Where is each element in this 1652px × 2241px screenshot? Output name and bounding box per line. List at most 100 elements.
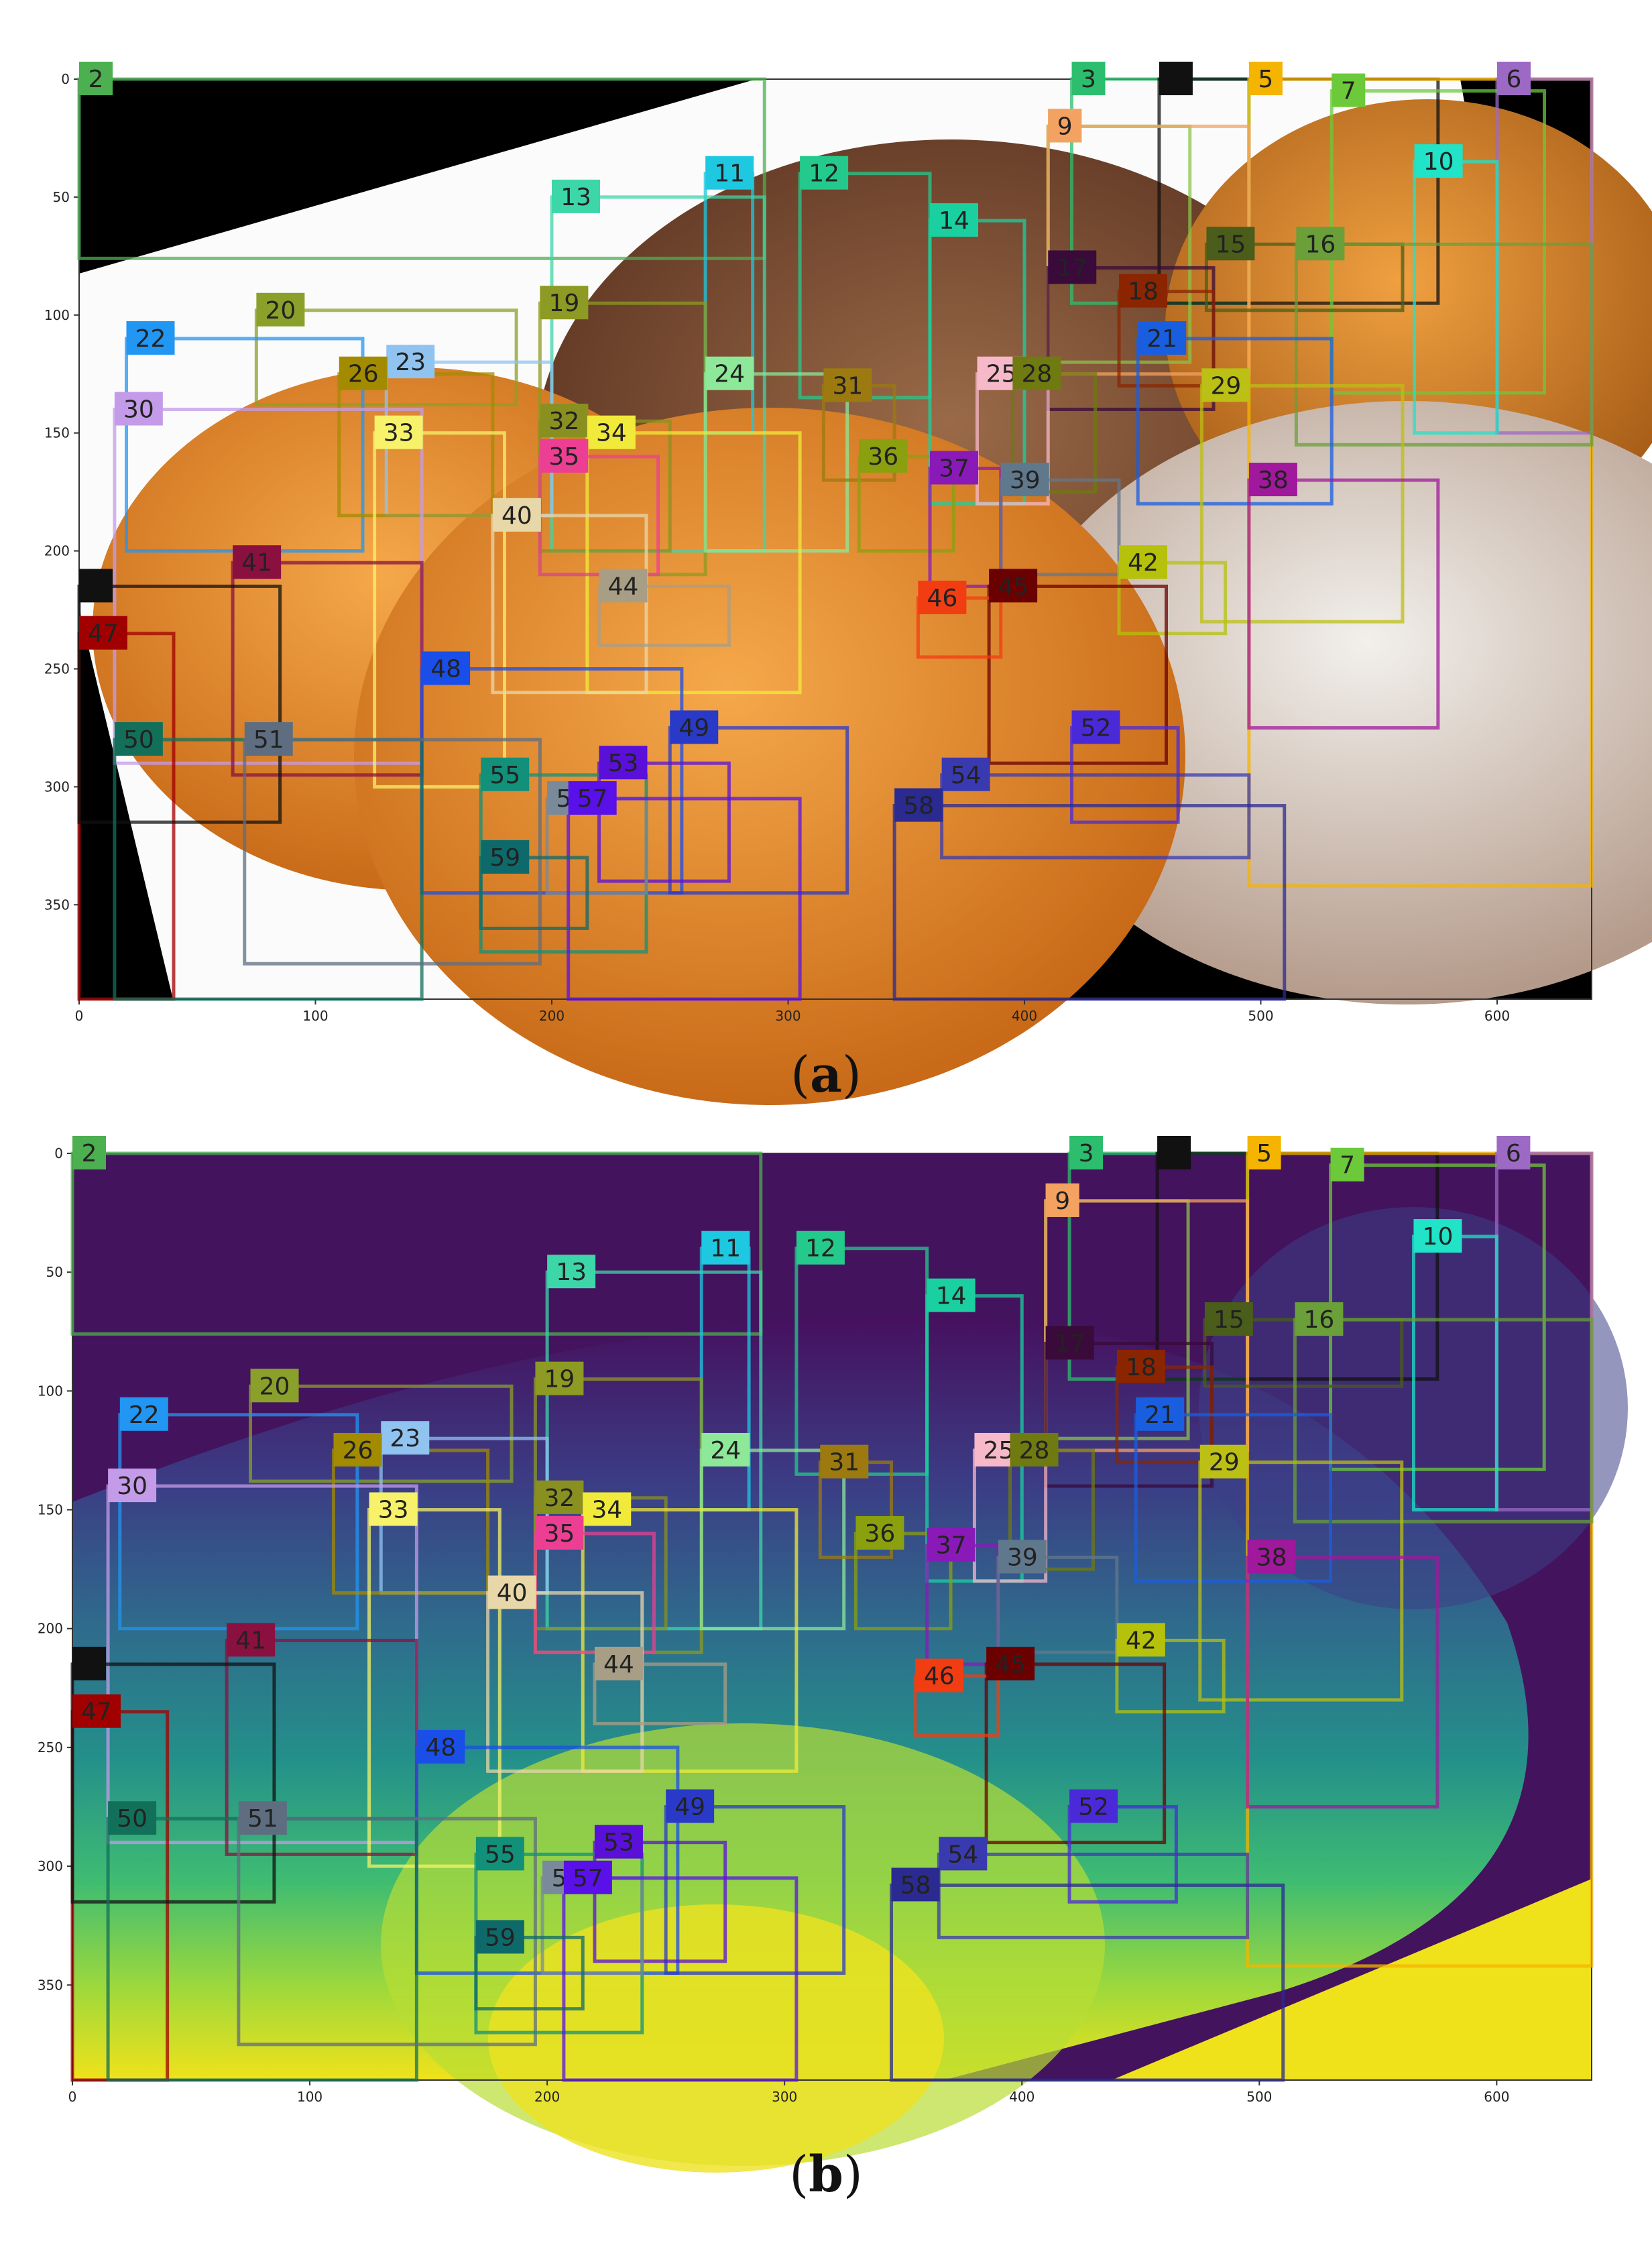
bbox-label-bg-13: [547, 1255, 596, 1289]
bbox-label-bg-29: [1201, 368, 1250, 402]
bbox-58: [890, 1883, 1285, 2082]
bbox-16: [1294, 242, 1594, 447]
annotated-depth-map-figure: 0 100 200 300 400 500 600050100150200250300350…: [38, 1136, 1628, 2173]
fruit-orange-center: [354, 408, 1185, 1105]
panel-b: 0 100 200 300 400 500 600 0 50 100 150 200 250 300 350…: [0, 1133, 1652, 2241]
bbox-label-bg-10: [1414, 144, 1463, 178]
bbox-label-5: 5: [1258, 66, 1273, 93]
y-tick-label: 200: [44, 543, 70, 559]
bbox-label-bg-44: [594, 1646, 643, 1680]
bbox-label-58: 58: [903, 793, 934, 820]
bbox-label-54: 54: [951, 762, 982, 789]
bbox-label-48: 48: [430, 655, 461, 683]
y-tick-label: 150: [44, 425, 70, 441]
bbox-label-bg-5: [1248, 62, 1283, 95]
bbox-label-56: 5: [552, 1865, 567, 1892]
bbox-label-bg-58: [894, 788, 943, 822]
bbox-label-bg-55: [475, 1837, 524, 1871]
bbox-label-14: 14: [936, 1283, 967, 1310]
bbox-label-38: 38: [1256, 1544, 1287, 1571]
x-tick-label: 100: [302, 1008, 328, 1024]
bbox-label-20: 20: [259, 1373, 290, 1400]
bbox-label-bg-30: [108, 1469, 157, 1503]
bbox-label-bg-46: [914, 1658, 963, 1692]
bbox-21: [1136, 337, 1334, 506]
bbox-label-bg-9: [1048, 109, 1082, 143]
bbox-label-51: 51: [253, 726, 284, 754]
bbox-label-24: 24: [714, 361, 745, 388]
bbox-51: [243, 738, 542, 966]
bbox-label-bg-12: [796, 1230, 845, 1265]
depth-bottom-right-region: [1112, 1879, 1592, 2080]
bbox-label-bg-11: [701, 1230, 750, 1265]
bbox-39: [996, 1555, 1119, 1654]
bbox-label-bg-29: [1199, 1444, 1248, 1479]
bbox-label-bg-42: [1119, 545, 1167, 579]
x-tick-label: 600: [1484, 2089, 1509, 2105]
bbox-51: [237, 1817, 537, 2047]
bbox-label-bg-12: [800, 156, 849, 190]
bbox-label-44: 44: [608, 573, 639, 600]
bbox-label-bg-22: [119, 1397, 168, 1431]
bbox-label-bg-31: [823, 368, 872, 402]
bbox-label-bg-6: [1497, 62, 1531, 95]
bbox-29: [1198, 1460, 1404, 1702]
bbox-43: [70, 1662, 276, 1904]
bbox-label-32: 32: [548, 408, 579, 435]
bbox-label-bg-39: [1000, 463, 1049, 497]
y-tick-label: 0: [54, 1145, 63, 1161]
bbox-16: [1293, 1318, 1594, 1524]
bbox-label-bg-55: [481, 757, 530, 791]
bbox-label-26: 26: [348, 361, 379, 388]
bbox-57: [562, 1876, 799, 2082]
bbox-label-bg-2: [79, 62, 113, 95]
bbox-label-30: 30: [123, 396, 154, 424]
panel-a: 0 100 200 300 400 500 600 0 50 100 150 200 250 300 350…: [44, 62, 1652, 1105]
bbox-label-55: 55: [485, 1841, 516, 1868]
bbox-label-22: 22: [135, 325, 166, 353]
bbox-label-54: 54: [947, 1841, 978, 1868]
bbox-label-bg-17: [1045, 1326, 1094, 1360]
bbox-label-bg-57: [568, 781, 617, 815]
bbox-label-bg-3: [1069, 1136, 1104, 1169]
y-tick-label: 350: [44, 897, 70, 913]
bbox-label-bg-33: [369, 1492, 418, 1526]
bbox-label-bg-20: [256, 292, 305, 327]
bbox-label-49: 49: [674, 1793, 705, 1821]
bbox-label-40: 40: [497, 1580, 528, 1607]
bbox-label-47: 47: [88, 620, 119, 648]
bbox-label-10: 10: [1423, 1223, 1454, 1251]
bbox-label-41: 41: [241, 549, 272, 577]
bbox-label-18: 18: [1128, 278, 1159, 306]
bbox-label-bg-47: [72, 1694, 121, 1728]
bbox-label-bg-15: [1206, 227, 1255, 261]
bbox-label-47: 47: [81, 1699, 112, 1726]
bbox-label-bg-39: [998, 1540, 1047, 1574]
bbox-label-bg-38: [1248, 463, 1297, 497]
bbox-45: [987, 584, 1168, 765]
x-tick-label: 500: [1248, 1008, 1273, 1024]
bbox-label-42: 42: [1126, 1627, 1157, 1654]
bbox-label-35: 35: [548, 443, 579, 471]
bbox-label-14: 14: [939, 207, 969, 235]
bbox-label-bg-13: [552, 179, 600, 213]
bbox-label-49: 49: [678, 714, 709, 742]
bbox-label-11: 11: [710, 1235, 741, 1263]
bbox-label-9: 9: [1057, 113, 1073, 140]
bbox-label-11: 11: [714, 160, 745, 188]
bbox-label-17: 17: [1057, 254, 1087, 282]
bbox-label-12: 12: [805, 1235, 836, 1263]
bbox-label-bg-37: [930, 451, 978, 485]
bbox-label-16: 16: [1304, 1306, 1335, 1334]
bbox-label-bg-10: [1413, 1219, 1462, 1253]
bbox-label-30: 30: [117, 1473, 148, 1500]
bbox-label-5: 5: [1256, 1140, 1272, 1167]
bbox-label-bg-21: [1136, 1397, 1185, 1431]
bbox-label-bg-31: [820, 1444, 869, 1479]
bbox-label-bg-40: [487, 1575, 536, 1609]
y-tick-label: 50: [46, 1264, 63, 1280]
bbox-label-bg-3: [1071, 62, 1106, 95]
bbox-label-bg-53: [594, 1825, 643, 1859]
bbox-label-29: 29: [1209, 1449, 1240, 1477]
bbox-label-37: 37: [939, 455, 969, 482]
